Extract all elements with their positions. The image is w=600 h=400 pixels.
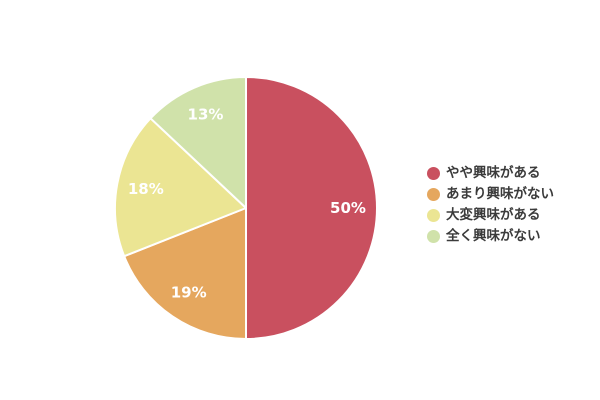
pie-slice-2 (114, 117, 247, 258)
pie-slice-3 (149, 76, 247, 209)
legend-swatch-icon (427, 167, 440, 180)
slice-label-2: 18% (128, 180, 164, 198)
slice-label-0: 50% (330, 199, 366, 217)
legend-label: あまり興味がない (446, 186, 554, 202)
legend-item: あまり興味がない (427, 184, 554, 205)
legend-item: やや興味がある (427, 163, 554, 184)
pie-slices (114, 76, 378, 340)
legend-swatch-icon (427, 209, 440, 222)
legend-label: 大変興味がある (446, 207, 541, 223)
pie-slice-labels: 50% 19% 18% 13% (128, 105, 366, 301)
slice-label-3: 13% (188, 105, 224, 123)
pie-slice-0 (245, 76, 378, 340)
legend-label: 全く興味がない (446, 228, 541, 244)
legend: やや興味がある あまり興味がない 大変興味がある 全く興味がない (427, 163, 554, 247)
legend-item: 大変興味がある (427, 205, 554, 226)
legend-label: やや興味がある (446, 165, 541, 181)
legend-swatch-icon (427, 188, 440, 201)
legend-swatch-icon (427, 230, 440, 243)
slice-label-1: 19% (171, 283, 207, 301)
legend-item: 全く興味がない (427, 226, 554, 247)
pie-slice-1 (123, 207, 247, 340)
